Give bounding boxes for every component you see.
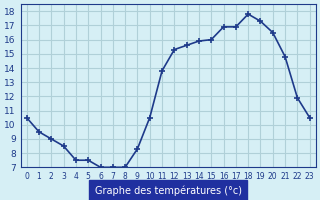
X-axis label: Graphe des températures (°c): Graphe des températures (°c) [95, 185, 242, 196]
